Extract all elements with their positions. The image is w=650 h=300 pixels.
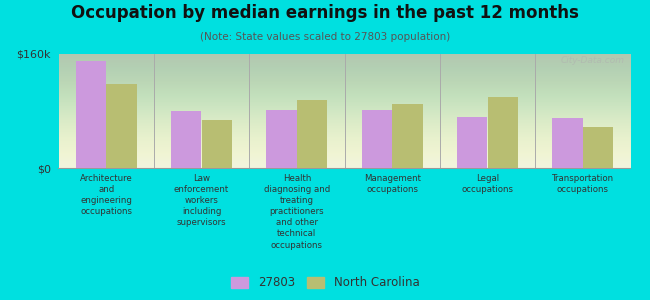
Text: Management
occupations: Management occupations: [363, 174, 421, 194]
Bar: [75, 61, 106, 168]
Bar: [171, 111, 202, 168]
Text: (Note: State values scaled to 27803 population): (Note: State values scaled to 27803 popu…: [200, 32, 450, 41]
Bar: [583, 127, 614, 168]
Text: Occupation by median earnings in the past 12 months: Occupation by median earnings in the pas…: [71, 4, 579, 22]
Text: Health
diagnosing and
treating
practitioners
and other
technical
occupations: Health diagnosing and treating practitio…: [264, 174, 330, 250]
Bar: [297, 100, 328, 168]
Bar: [202, 119, 232, 168]
Bar: [266, 110, 297, 168]
Bar: [106, 84, 136, 168]
Legend: 27803, North Carolina: 27803, North Carolina: [226, 272, 424, 294]
Text: Transportation
occupations: Transportation occupations: [552, 174, 614, 194]
Text: Legal
occupations: Legal occupations: [462, 174, 514, 194]
Text: Architecture
and
engineering
occupations: Architecture and engineering occupations: [80, 174, 133, 216]
Bar: [457, 117, 488, 168]
Text: Law
enforcement
workers
including
supervisors: Law enforcement workers including superv…: [174, 174, 229, 227]
Text: City-Data.com: City-Data.com: [561, 56, 625, 65]
Bar: [488, 97, 518, 168]
Bar: [552, 118, 583, 168]
Bar: [392, 104, 422, 168]
Bar: [361, 110, 392, 168]
